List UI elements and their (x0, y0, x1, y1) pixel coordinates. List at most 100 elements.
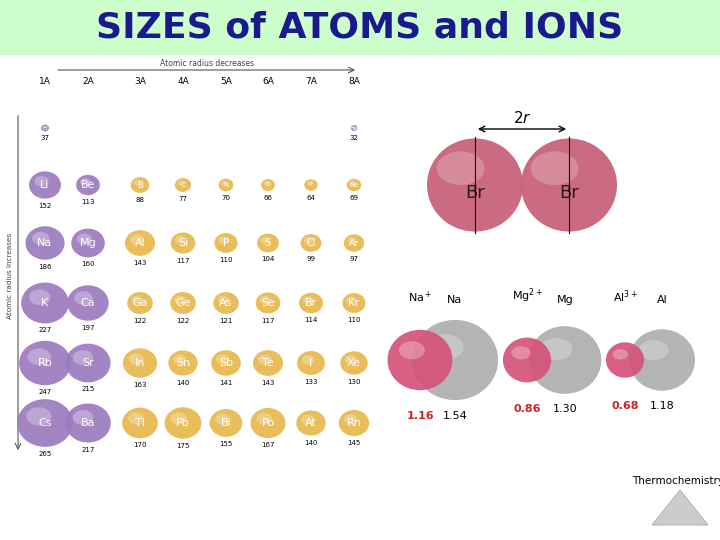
Ellipse shape (264, 181, 269, 186)
Ellipse shape (27, 407, 51, 426)
Ellipse shape (218, 237, 229, 244)
Ellipse shape (73, 350, 93, 365)
Text: Mg: Mg (80, 238, 96, 248)
Ellipse shape (221, 181, 228, 186)
Ellipse shape (123, 348, 157, 377)
Ellipse shape (35, 176, 49, 186)
Text: O: O (266, 183, 271, 187)
Text: Rn: Rn (346, 418, 361, 428)
Ellipse shape (19, 341, 71, 385)
Ellipse shape (503, 338, 551, 382)
Text: Atomic radius decreases: Atomic radius decreases (160, 59, 254, 68)
Text: 110: 110 (347, 317, 361, 323)
Text: S: S (265, 238, 271, 248)
Text: 227: 227 (38, 327, 52, 333)
Text: F: F (309, 183, 312, 187)
Text: 5A: 5A (220, 78, 232, 86)
Text: 88: 88 (135, 197, 145, 203)
Text: Se: Se (261, 298, 275, 308)
Text: 70: 70 (222, 195, 230, 201)
Text: 155: 155 (220, 441, 233, 447)
Text: 143: 143 (133, 260, 147, 266)
Text: Xe: Xe (347, 358, 361, 368)
Ellipse shape (528, 326, 601, 394)
Ellipse shape (125, 230, 155, 256)
Ellipse shape (303, 296, 314, 304)
Ellipse shape (301, 234, 321, 252)
Text: Na$^+$: Na$^+$ (408, 289, 432, 305)
Ellipse shape (351, 125, 357, 131)
Ellipse shape (347, 179, 361, 191)
Text: Br: Br (465, 184, 485, 202)
Text: Sb: Sb (219, 358, 233, 368)
Ellipse shape (66, 403, 111, 443)
Text: Ge: Ge (175, 298, 191, 308)
Ellipse shape (261, 179, 275, 191)
Ellipse shape (217, 296, 229, 304)
Ellipse shape (77, 233, 92, 245)
Ellipse shape (175, 236, 186, 244)
Text: N: N (223, 182, 228, 188)
Text: 141: 141 (220, 380, 233, 386)
Text: 122: 122 (133, 318, 147, 324)
Ellipse shape (399, 341, 425, 359)
Text: 163: 163 (133, 382, 147, 388)
Text: He: He (350, 125, 359, 131)
Text: Br: Br (559, 184, 579, 202)
Text: 7A: 7A (305, 78, 317, 86)
Ellipse shape (260, 296, 271, 304)
Ellipse shape (71, 228, 105, 258)
Text: Al$^{3+}$: Al$^{3+}$ (613, 288, 637, 305)
Polygon shape (652, 490, 708, 525)
Text: 265: 265 (38, 451, 52, 457)
Text: Li: Li (40, 180, 50, 190)
Ellipse shape (168, 350, 198, 376)
Text: 104: 104 (261, 256, 275, 262)
Text: Ga: Ga (132, 298, 148, 308)
Text: 1A: 1A (39, 78, 51, 86)
Ellipse shape (173, 355, 186, 365)
Text: 122: 122 (176, 318, 189, 324)
Text: Te: Te (262, 358, 274, 368)
Ellipse shape (305, 179, 318, 191)
Ellipse shape (29, 171, 61, 199)
Ellipse shape (76, 175, 100, 195)
Text: K: K (41, 298, 49, 308)
Ellipse shape (25, 226, 65, 260)
Ellipse shape (436, 151, 485, 185)
Text: Kr: Kr (348, 298, 360, 308)
Text: 99: 99 (307, 256, 315, 262)
Text: Ba: Ba (81, 418, 95, 428)
Ellipse shape (341, 352, 368, 375)
Ellipse shape (251, 408, 286, 438)
Ellipse shape (171, 232, 195, 253)
Ellipse shape (178, 180, 185, 186)
Ellipse shape (299, 293, 323, 313)
Text: 1.30: 1.30 (553, 404, 577, 414)
Text: 32: 32 (350, 135, 359, 141)
Ellipse shape (613, 349, 628, 360)
Ellipse shape (128, 413, 144, 424)
Ellipse shape (257, 234, 279, 252)
Text: Si: Si (178, 238, 188, 248)
Ellipse shape (253, 350, 283, 376)
Text: 167: 167 (261, 442, 275, 448)
Ellipse shape (215, 414, 230, 424)
Ellipse shape (211, 350, 240, 376)
Text: Bi: Bi (220, 418, 231, 428)
Ellipse shape (42, 126, 46, 129)
Ellipse shape (346, 296, 356, 304)
Text: B: B (137, 180, 143, 190)
Text: 1.54: 1.54 (443, 411, 467, 421)
Text: 1.18: 1.18 (649, 401, 675, 411)
Text: 215: 215 (81, 386, 94, 393)
Ellipse shape (73, 410, 94, 425)
Ellipse shape (343, 414, 358, 424)
Ellipse shape (427, 138, 523, 232)
Ellipse shape (302, 355, 314, 364)
Ellipse shape (629, 329, 695, 391)
Ellipse shape (175, 178, 191, 192)
Text: 113: 113 (81, 199, 95, 205)
Text: 64: 64 (307, 195, 315, 201)
Text: 145: 145 (347, 440, 361, 446)
